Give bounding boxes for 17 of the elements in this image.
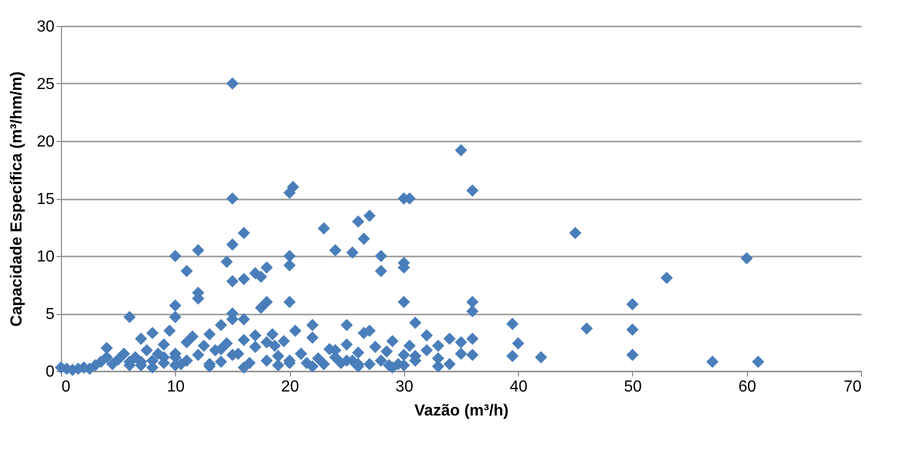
y-tick-label: 30 [36, 18, 55, 36]
y-tick-label: 20 [36, 134, 55, 150]
x-tick-label: 10 [166, 378, 185, 396]
y-tick-label: 0 [46, 364, 55, 380]
y-tick-label: 15 [36, 191, 55, 208]
y-tick-label: 10 [36, 248, 55, 266]
y-axis-title: Capacidade Específica (m³/hm/m) [8, 71, 26, 327]
x-tick-label: 50 [624, 378, 642, 396]
x-tick-label: 0 [62, 378, 70, 396]
y-tick-label: 5 [46, 306, 55, 323]
x-tick-label: 20 [281, 378, 300, 396]
x-axis-title: Vazão (m³/h) [414, 402, 509, 420]
x-tick-label: 40 [510, 378, 528, 396]
y-tick-label: 25 [36, 76, 55, 93]
x-tick-label: 70 [844, 378, 862, 396]
x-tick-label: 30 [395, 378, 414, 396]
x-tick-label: 60 [738, 378, 756, 396]
